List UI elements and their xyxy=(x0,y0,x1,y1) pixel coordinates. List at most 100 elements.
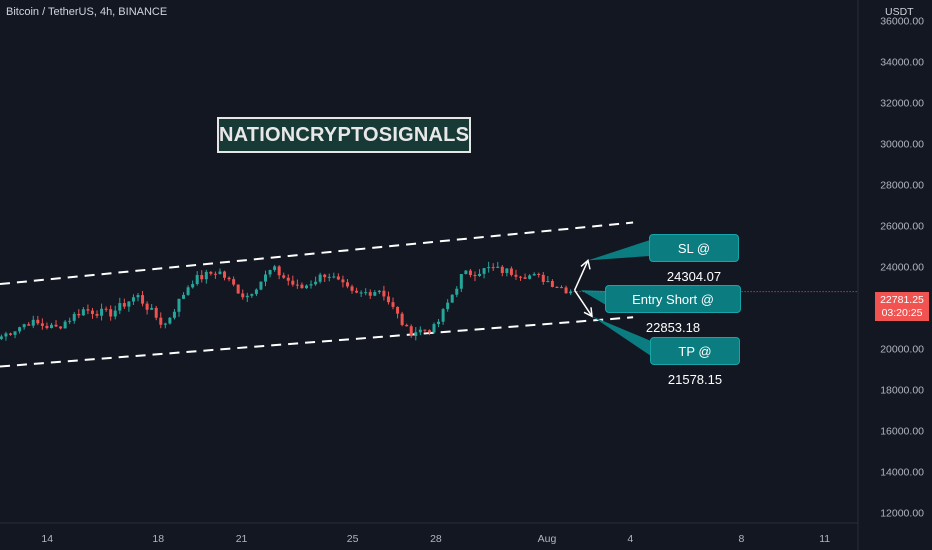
candle-body xyxy=(0,336,3,339)
candle-body xyxy=(304,285,308,289)
candle-body xyxy=(4,333,8,337)
candle-body xyxy=(364,292,368,294)
candle-body xyxy=(141,295,145,304)
take-profit-arrowhead xyxy=(583,307,593,318)
candle-body xyxy=(277,266,281,276)
candle-body xyxy=(264,274,268,282)
candle-body xyxy=(159,317,163,325)
time-tick-label: 14 xyxy=(41,533,53,545)
time-tick-label: 21 xyxy=(236,533,248,545)
candle-body xyxy=(291,280,295,285)
candle-body xyxy=(145,303,149,310)
candle-body xyxy=(186,287,190,295)
candle-body xyxy=(154,307,158,318)
candle-body xyxy=(355,290,359,293)
candle-body xyxy=(259,281,263,290)
candle-body xyxy=(523,277,527,279)
candle-body xyxy=(177,298,181,312)
candle-body xyxy=(45,325,49,329)
candle-body xyxy=(414,332,418,337)
candle-body xyxy=(118,303,122,311)
candle-body xyxy=(491,267,495,269)
candle-body xyxy=(546,281,550,283)
price-tick-label: 12000.00 xyxy=(880,508,924,520)
candle-body xyxy=(136,295,140,298)
stop-loss-arrow xyxy=(573,260,589,291)
candle-body xyxy=(150,307,154,310)
time-tick-label: 8 xyxy=(738,533,744,545)
candle-body xyxy=(327,276,331,278)
candle-body xyxy=(59,326,63,329)
candle-body xyxy=(359,292,363,294)
candle-body xyxy=(509,268,513,275)
time-tick-label: 18 xyxy=(152,533,164,545)
currency-label[interactable]: USDT xyxy=(885,6,914,18)
candle-body xyxy=(519,276,523,278)
candle-body xyxy=(314,281,318,285)
candle-body xyxy=(227,277,231,280)
time-axis: 14 18 21 25 28 Aug 4 8 11 xyxy=(41,533,830,545)
candle-body xyxy=(532,273,536,276)
candle-body xyxy=(446,302,450,310)
candle-body xyxy=(18,327,22,332)
price-tick-label: 36000.00 xyxy=(880,16,924,28)
candle-body xyxy=(482,268,486,274)
candle-body xyxy=(8,333,12,335)
candle-body xyxy=(268,269,272,275)
time-tick-label: Aug xyxy=(538,533,557,545)
candle-body xyxy=(163,323,167,325)
candle-body xyxy=(500,266,504,273)
candle-body xyxy=(455,288,459,295)
candle-body xyxy=(68,320,72,322)
candle-body xyxy=(368,292,372,296)
candle-body xyxy=(191,284,195,288)
candle-body xyxy=(569,291,573,294)
entry-pointer xyxy=(580,290,606,305)
candle-body xyxy=(81,309,85,316)
candle-body xyxy=(63,321,67,329)
candle-body xyxy=(131,297,135,302)
candle-body xyxy=(450,294,454,303)
candle-body xyxy=(86,309,90,311)
candle-body xyxy=(113,310,117,317)
candle-body xyxy=(300,284,304,289)
candle-body xyxy=(514,274,518,277)
price-channel xyxy=(0,221,634,368)
candle-body xyxy=(332,276,336,278)
candle-body xyxy=(459,274,463,289)
candle-body xyxy=(77,313,81,316)
candle-body xyxy=(464,270,468,275)
candle-body xyxy=(232,279,236,285)
candle-body xyxy=(100,308,104,316)
candle-body xyxy=(109,309,113,317)
candle-body xyxy=(423,329,427,331)
candlestick-series xyxy=(0,261,573,341)
candle-body xyxy=(213,273,217,275)
candle-body xyxy=(382,290,386,297)
time-tick-label: 11 xyxy=(819,533,830,545)
candle-body xyxy=(537,273,541,275)
candle-body xyxy=(505,268,509,273)
candle-body xyxy=(295,284,299,286)
candle-body xyxy=(200,275,204,280)
candle-body xyxy=(72,313,76,321)
candle-body xyxy=(437,321,441,325)
candle-body xyxy=(286,277,290,281)
stop-loss-label[interactable]: SL @ 24304.07 xyxy=(649,234,739,284)
candle-body xyxy=(13,331,17,335)
candle-body xyxy=(550,281,554,287)
candle-body xyxy=(468,270,472,275)
take-profit-label[interactable]: TP @ 21578.15 xyxy=(650,337,740,387)
candle-body xyxy=(245,295,249,298)
price-axis: 12000.00 14000.00 16000.00 18000.00 20000.00… xyxy=(880,16,924,520)
time-tick-label: 25 xyxy=(347,533,359,545)
stop-loss-pointer xyxy=(588,240,650,261)
candle-body xyxy=(391,302,395,307)
candle-body xyxy=(104,308,108,310)
candle-body xyxy=(427,330,431,333)
entry-short-label[interactable]: Entry Short @ 22853.18 xyxy=(605,285,741,335)
candle-body xyxy=(27,324,31,326)
candle-body xyxy=(36,319,40,324)
candle-body xyxy=(405,324,409,327)
